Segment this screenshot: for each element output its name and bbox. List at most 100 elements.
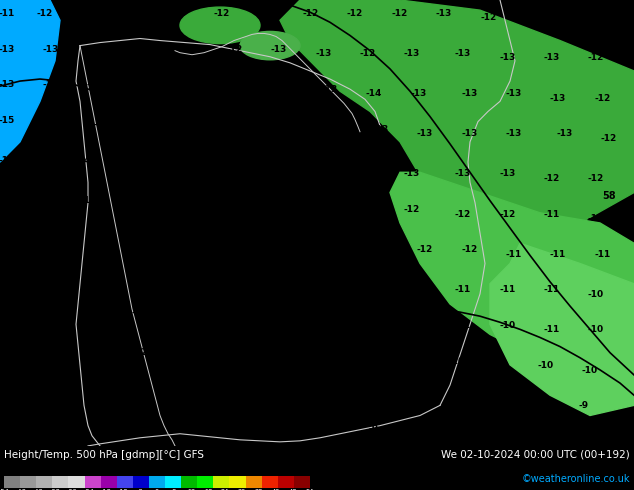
- Text: -11: -11: [404, 357, 420, 366]
- Bar: [294, 476, 310, 488]
- Text: -12: -12: [271, 276, 287, 285]
- Text: -12: -12: [271, 85, 287, 94]
- Text: -13: -13: [42, 121, 59, 129]
- Polygon shape: [490, 243, 634, 416]
- Text: -13: -13: [42, 272, 59, 281]
- Text: -13: -13: [42, 80, 59, 89]
- Text: -12: -12: [315, 281, 332, 290]
- Text: -12: -12: [315, 317, 332, 325]
- Text: -14: -14: [0, 232, 15, 241]
- Text: -12: -12: [499, 210, 515, 219]
- Text: -12: -12: [588, 174, 604, 183]
- Text: -12: -12: [594, 94, 611, 102]
- Text: -13: -13: [543, 53, 560, 62]
- Text: -9: -9: [325, 423, 335, 433]
- Text: -13: -13: [0, 45, 15, 53]
- Text: -11: -11: [455, 321, 471, 330]
- Text: -13: -13: [264, 200, 281, 210]
- Text: -9: -9: [591, 433, 601, 441]
- Text: -13: -13: [417, 129, 433, 138]
- Text: -13: -13: [87, 272, 103, 281]
- Text: -13: -13: [499, 53, 515, 62]
- Text: -11: -11: [176, 384, 192, 392]
- Text: -11: -11: [543, 325, 560, 335]
- Text: -11: -11: [410, 281, 427, 290]
- Bar: [165, 476, 181, 488]
- Text: -12: -12: [302, 9, 319, 18]
- Bar: [262, 476, 278, 488]
- Text: -12: -12: [81, 9, 97, 18]
- Text: -10: -10: [581, 366, 598, 374]
- Text: -10: -10: [493, 361, 509, 370]
- Text: -13: -13: [499, 170, 515, 178]
- Text: 8: 8: [172, 489, 176, 490]
- Text: -11: -11: [55, 415, 72, 424]
- Bar: [4, 476, 20, 488]
- Text: -13: -13: [404, 170, 420, 178]
- Text: -42: -42: [32, 489, 44, 490]
- Bar: [68, 476, 84, 488]
- Text: -9: -9: [489, 397, 500, 406]
- Text: -13: -13: [0, 80, 15, 89]
- Text: -13: -13: [0, 339, 15, 348]
- Text: 30: 30: [238, 489, 246, 490]
- Bar: [149, 476, 165, 488]
- Text: -13: -13: [176, 200, 192, 210]
- Text: -12: -12: [588, 53, 604, 62]
- Text: -13: -13: [315, 49, 332, 58]
- Text: -12: -12: [42, 379, 59, 388]
- Text: -13: -13: [214, 161, 230, 170]
- Text: -11: -11: [499, 285, 515, 294]
- Text: -12: -12: [214, 9, 230, 18]
- Text: -13: -13: [182, 276, 198, 285]
- Text: 24: 24: [221, 489, 230, 490]
- Bar: [84, 476, 101, 488]
- Text: -11: -11: [309, 352, 325, 361]
- Text: -11: -11: [404, 321, 420, 330]
- Text: -13: -13: [87, 45, 103, 53]
- Text: -13: -13: [556, 129, 573, 138]
- Text: -12: -12: [131, 80, 148, 89]
- Text: -54: -54: [0, 489, 10, 490]
- Text: -13: -13: [315, 205, 332, 214]
- Text: -12: -12: [347, 9, 363, 18]
- Text: -13: -13: [182, 121, 198, 129]
- Text: -13: -13: [87, 80, 103, 89]
- Bar: [133, 476, 149, 488]
- Text: -11: -11: [188, 419, 205, 428]
- Text: -12: -12: [0, 374, 15, 384]
- Text: -13: -13: [93, 236, 110, 245]
- Text: -12: -12: [404, 205, 420, 214]
- Text: -11: -11: [100, 415, 116, 424]
- Text: -30: -30: [67, 489, 77, 490]
- Text: -13: -13: [321, 125, 338, 134]
- Text: -14: -14: [569, 13, 585, 23]
- Text: -13: -13: [461, 129, 477, 138]
- Text: -15: -15: [0, 116, 15, 125]
- Text: -9: -9: [578, 401, 588, 410]
- Text: -12: -12: [125, 9, 141, 18]
- Text: -14: -14: [524, 13, 541, 23]
- Text: -13: -13: [271, 312, 287, 321]
- Text: -24: -24: [84, 489, 94, 490]
- Text: -12: -12: [11, 410, 27, 419]
- Text: -12: -12: [87, 308, 103, 317]
- Text: -10: -10: [543, 433, 560, 441]
- Text: -13: -13: [436, 9, 452, 18]
- Text: -15: -15: [0, 156, 15, 165]
- Text: -12: -12: [176, 45, 192, 53]
- Text: -13: -13: [271, 45, 287, 53]
- Text: -13: -13: [81, 196, 97, 205]
- Text: -14: -14: [93, 121, 110, 129]
- Text: -12: -12: [220, 348, 236, 357]
- Text: -13: -13: [455, 49, 471, 58]
- Text: 58: 58: [602, 191, 616, 201]
- Text: -12: -12: [131, 348, 148, 357]
- Text: -13: -13: [455, 170, 471, 178]
- Text: -12: -12: [42, 343, 59, 352]
- Text: -12: -12: [131, 308, 148, 317]
- Text: -13: -13: [233, 125, 249, 134]
- Text: -12: -12: [264, 352, 281, 361]
- Text: -14: -14: [36, 196, 53, 205]
- Bar: [214, 476, 230, 488]
